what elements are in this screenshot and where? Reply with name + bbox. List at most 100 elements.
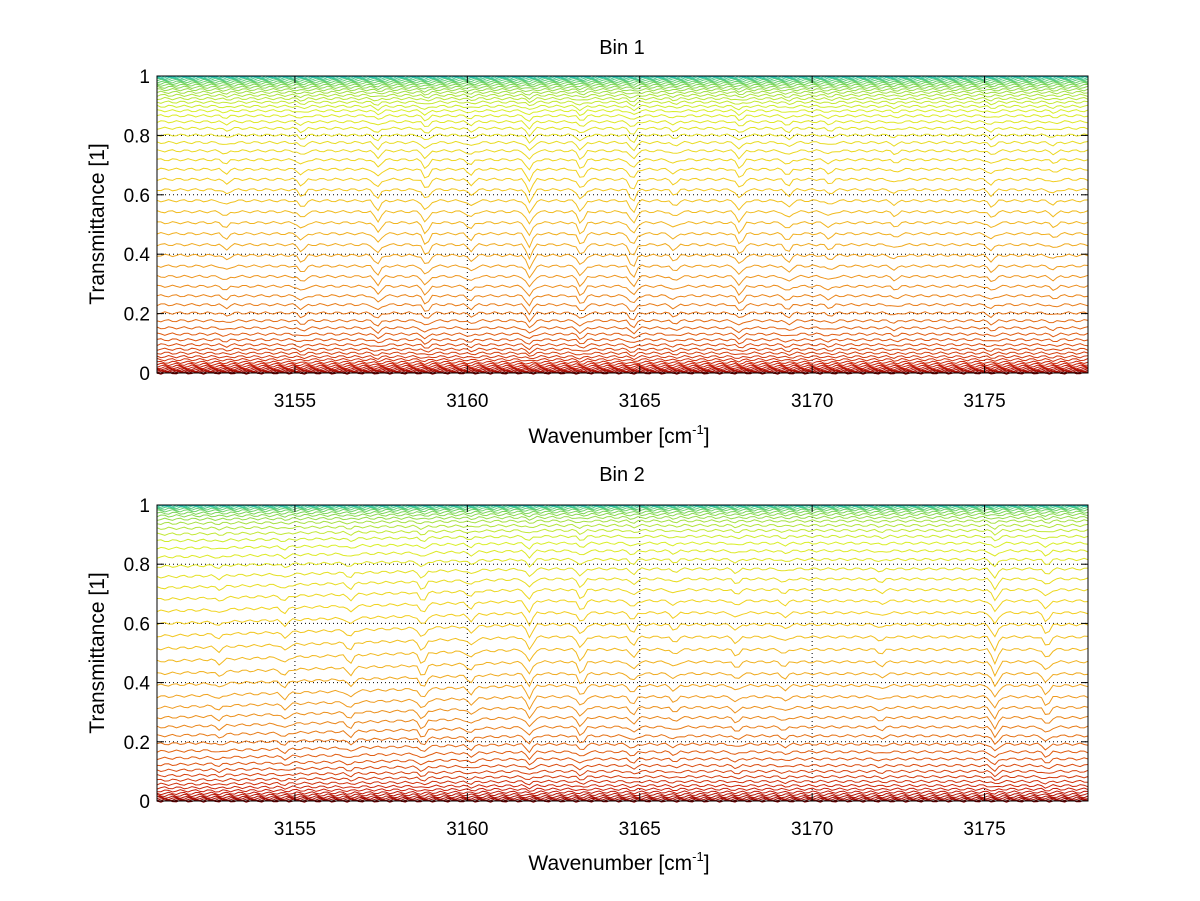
bin-1-spectrum-line — [156, 311, 1089, 323]
bin-1-spectrum-line — [156, 302, 1089, 316]
bin-1-spectrum-line — [157, 220, 1089, 237]
bin-1-spectrum-line — [156, 199, 1089, 214]
bin-1-spectrum-line — [156, 357, 1089, 363]
bin-2-spectrum-line — [156, 523, 1089, 531]
bin-1-x-tick-label: 3155 — [274, 391, 316, 412]
bin-1-title: Bin 1 — [599, 37, 645, 59]
bin-1-spectrum-line — [156, 253, 1089, 270]
bin-2-spectrum-line — [156, 683, 1089, 701]
bin-1-spectrum-line — [156, 231, 1088, 249]
bin-2-spectrum-line — [156, 757, 1089, 768]
bin-2-spectrum-line — [157, 587, 1089, 602]
bin-1-axes-box — [156, 75, 1089, 374]
bin-2-spectrum-line — [156, 599, 1089, 615]
bin-2-grid — [157, 504, 1088, 802]
bin-2-spectrum-line — [156, 671, 1089, 689]
bin-2-spectrum-line — [156, 769, 1089, 778]
bin-2-spectrum-line — [156, 557, 1089, 570]
bin-1-spectrum-line — [156, 354, 1089, 361]
bin-2-spectrum-line — [156, 528, 1089, 536]
bin-2-spectrum-line — [156, 774, 1089, 782]
bin-1-spectrum-line — [156, 294, 1089, 307]
bin-1-ylabel: Transmittance [1] — [86, 143, 109, 304]
bin-1-spectrum-line — [156, 337, 1089, 345]
bin-2-spectrum-line — [156, 794, 1089, 799]
bin-1-spectrum-line — [156, 109, 1089, 117]
bin-2-y-tick-label: 0 — [139, 792, 150, 813]
bin-2-spectrum-line — [156, 512, 1089, 518]
bin-1-spectrum-line — [156, 284, 1089, 297]
bin-1-spectrum-line — [156, 87, 1089, 93]
bin-1-spectrum-line — [156, 93, 1089, 100]
bin-2-x-tick-label: 3175 — [963, 819, 1005, 840]
bin-1-spectrum-line — [156, 364, 1089, 369]
bin-2-spectrum-line — [156, 541, 1089, 551]
bin-1-y-tick-label: 0.6 — [124, 186, 150, 207]
bin-2-spectrum-line — [156, 783, 1089, 790]
bin-1-spectrum-line — [156, 158, 1089, 171]
bin-2-y-tick-label: 0.4 — [124, 674, 151, 695]
bin-2-spectrum-line — [156, 622, 1089, 640]
bin-1-y-tick-label: 0.8 — [124, 126, 150, 147]
bin-1-x-tick-label: 3175 — [963, 391, 1005, 412]
bin-1-xlabel-close: ] — [704, 425, 710, 448]
bin-2-y-tick-label: 0.2 — [124, 733, 150, 754]
bin-2-xlabel-sup: -1 — [692, 849, 704, 864]
bin-1-spectrum-line — [156, 104, 1089, 112]
bin-1-x-tick-label: 3170 — [791, 391, 833, 412]
bin-2-spectrum-line — [156, 734, 1089, 746]
bin-2-spectrum-line — [156, 790, 1089, 796]
bin-1-spectrum-line — [156, 90, 1089, 96]
bin-1-x-tick-label: 3160 — [446, 391, 488, 412]
bin-2-xlabel-main: Wavenumber [cm — [528, 852, 692, 875]
bin-2-spectrum-line — [156, 567, 1089, 581]
bin-1-spectrum-line — [156, 167, 1089, 183]
bin-2-xlabel-close: ] — [704, 852, 710, 875]
bin-1-spectrum-line — [156, 209, 1089, 225]
bin-1-spectrum-line — [156, 351, 1089, 357]
bin-1-spectrum-line — [156, 343, 1089, 351]
bin-1-ticks: 3155 3160 3165 3170 3175 0 0.2 0.4 0.6 0.8 1 — [124, 67, 1088, 412]
bin-2-spectrum-line — [156, 635, 1089, 654]
bin-2-spectrum-line — [156, 705, 1089, 722]
bin-2-spectrum-line — [156, 647, 1089, 666]
bin-1-spectrum-line — [156, 149, 1089, 161]
bin-1-spectrum-line — [156, 83, 1089, 89]
bin-1-spectrum-line — [156, 188, 1089, 204]
bin-2-ylabel: Transmittance [1] — [86, 572, 109, 733]
bin-2-y-tick-label: 0.6 — [124, 614, 150, 635]
bin-2-spectrum-line — [156, 725, 1089, 739]
bin-2-x-tick-label: 3160 — [446, 819, 488, 840]
bin-1-spectrum-line — [156, 114, 1089, 122]
bin-2-x-tick-label: 3165 — [619, 819, 661, 840]
bin-1-spectrum-line — [156, 140, 1089, 152]
bin-1-spectrum-line — [156, 120, 1089, 130]
bin-2-spectrum-line — [156, 549, 1089, 560]
bin-1-spectrum-line — [156, 318, 1089, 329]
bin-1-spectrum-line — [156, 360, 1089, 366]
bin-1-spectrum-line — [156, 332, 1089, 340]
bin-1-spectrum-line — [156, 96, 1089, 104]
bin-2-plot: 3155 3160 3165 3170 3175 0 0.2 0.4 0.6 0.8 1 Bin 2… — [86, 464, 1089, 875]
bin-1-xlabel-main: Wavenumber [cm — [528, 425, 692, 448]
bin-1-xlabel: Wavenumber [cm-1] — [528, 422, 709, 448]
bin-2-spectrum-line — [156, 515, 1089, 522]
bin-2-spectrum-line — [156, 792, 1089, 798]
bin-1-spectrum-line — [156, 177, 1089, 194]
bin-2-spectrum-line — [156, 779, 1089, 787]
bin-2-spectrum-line — [156, 519, 1089, 526]
bin-2-spectrum-line — [156, 715, 1089, 731]
bin-1-y-tick-label: 0 — [139, 364, 150, 385]
bin-2-xlabel: Wavenumber [cm-1] — [528, 849, 709, 875]
bin-2-spectrum-line — [156, 577, 1089, 591]
bin-1-spectrum-line — [156, 326, 1089, 335]
bin-2-spectrum-line — [156, 534, 1089, 543]
bin-2-x-tick-label: 3170 — [791, 819, 833, 840]
bin-2-spectrum-line — [156, 787, 1089, 793]
bin-2-y-tick-label: 1 — [139, 496, 150, 517]
bin-1-spectrum-line — [156, 80, 1089, 85]
bin-1-spectrum-line — [156, 242, 1089, 261]
bin-1-spectrum-line — [156, 274, 1089, 288]
bin-2-axes-box — [156, 504, 1089, 802]
bin-1-y-tick-label: 0.2 — [124, 305, 150, 326]
